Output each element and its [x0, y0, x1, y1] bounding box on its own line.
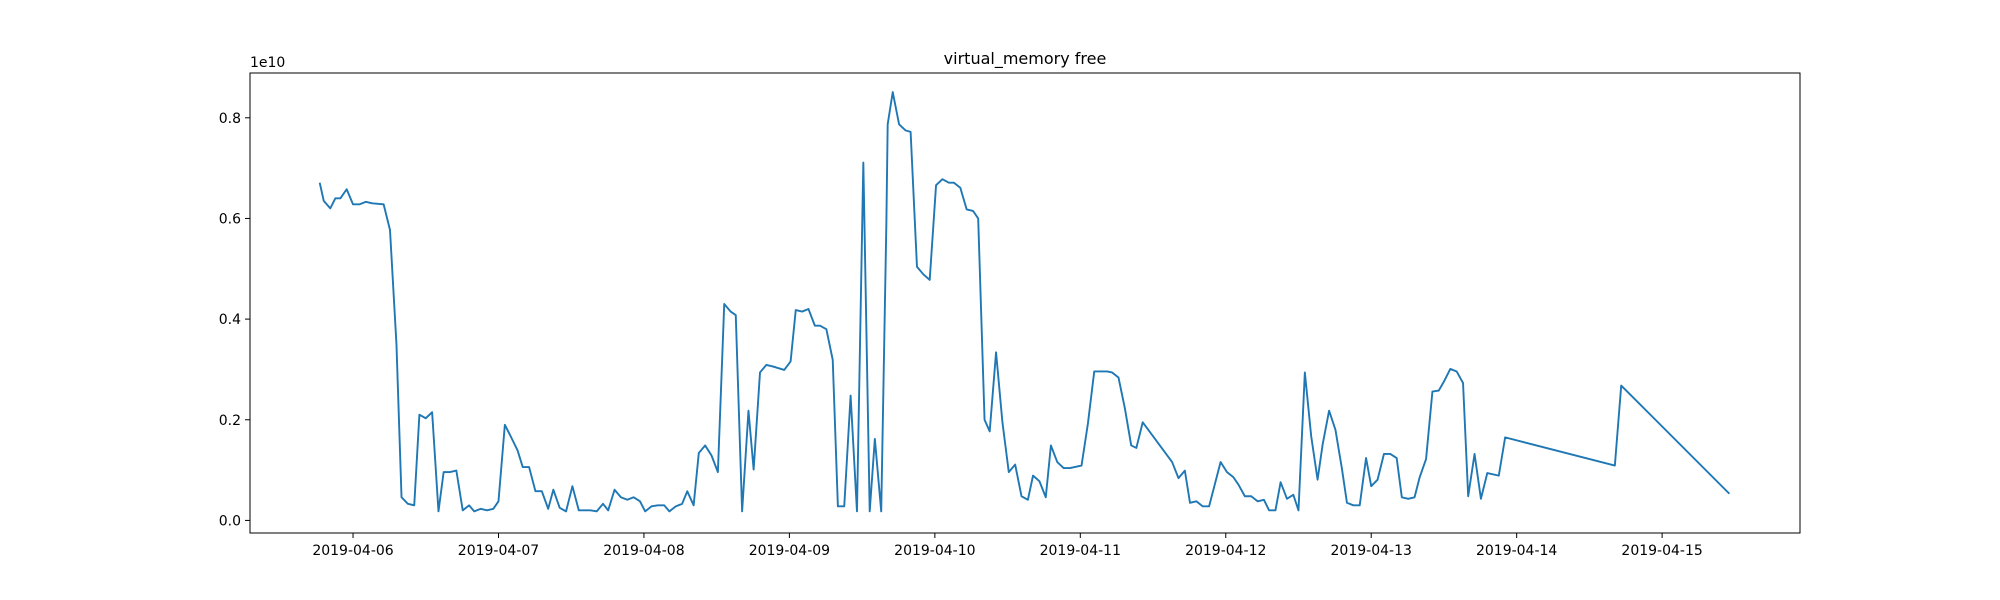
- x-tick-label: 2019-04-10: [894, 543, 975, 559]
- y-tick-label: 0.0: [219, 513, 241, 529]
- chart-title: virtual_memory free: [944, 49, 1107, 69]
- x-tick-label: 2019-04-09: [749, 543, 830, 559]
- x-tick-label: 2019-04-12: [1185, 543, 1266, 559]
- y-tick-label: 0.2: [219, 413, 241, 429]
- x-tick-label: 2019-04-07: [458, 543, 539, 559]
- x-tick-label: 2019-04-11: [1040, 543, 1121, 559]
- y-offset-label: 1e10: [250, 55, 285, 71]
- x-tick-label: 2019-04-14: [1476, 543, 1557, 559]
- y-tick-label: 0.8: [219, 111, 241, 127]
- axes-frame: [249, 72, 1801, 534]
- x-tick-label: 2019-04-08: [603, 543, 684, 559]
- x-tick-label: 2019-04-13: [1331, 543, 1412, 559]
- x-tick-label: 2019-04-15: [1621, 543, 1702, 559]
- data-line: [318, 91, 1731, 513]
- y-tick-label: 0.4: [219, 312, 241, 328]
- x-tick-label: 2019-04-06: [312, 543, 393, 559]
- y-tick-label: 0.6: [219, 211, 241, 227]
